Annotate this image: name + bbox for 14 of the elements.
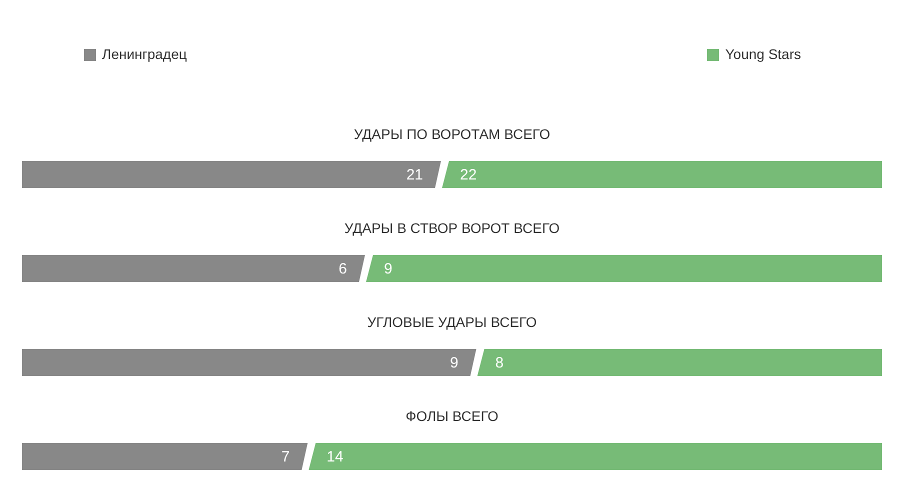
data-label: 7 (281, 448, 290, 466)
data-label: 8 (495, 354, 504, 372)
legend-label: Ленинградец (102, 46, 187, 63)
data-label: 9 (450, 354, 458, 372)
chart-title: УДАРЫ В СТВОР ВОРОТ ВСЕГО (343, 219, 561, 237)
data-label: 21 (406, 166, 423, 184)
data-label: 9 (384, 260, 392, 278)
chart-title: ФОЛЫ ВСЕГО (404, 407, 500, 425)
chart-title: УГЛОВЫЕ УДАРЫ ВСЕГО (366, 313, 538, 331)
legend-label: Young Stars (725, 46, 801, 63)
data-label: 6 (338, 260, 347, 278)
data-label: 22 (460, 166, 477, 184)
data-label: 14 (326, 448, 344, 466)
chart-title: УДАРЫ ПО ВОРОТАМ ВСЕГО (352, 125, 552, 143)
